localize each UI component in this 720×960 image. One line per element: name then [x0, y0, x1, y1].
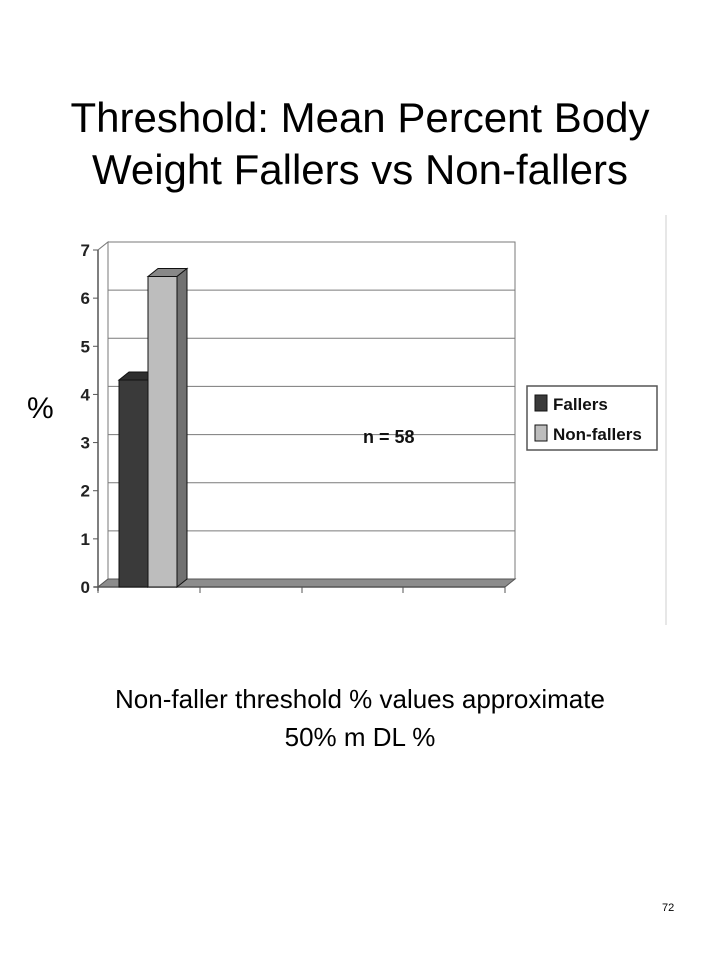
caption-line-1: Non-faller threshold % values approximat…	[115, 684, 605, 714]
bar-front	[147, 275, 178, 588]
y-tick-label: 4	[81, 385, 91, 404]
y-axis-unit-label: %	[27, 392, 54, 425]
legend-label: Fallers	[553, 395, 608, 414]
slide-caption: Non-faller threshold % values approximat…	[0, 680, 720, 756]
legend: Fallers Non-fallers	[526, 385, 658, 451]
legend-label: Non-fallers	[553, 425, 642, 444]
bar-side	[176, 267, 188, 589]
bar-front	[118, 379, 149, 588]
caption-line-2: 50% m DL %	[284, 722, 436, 752]
y-tick-label: 6	[81, 289, 90, 308]
legend-swatch	[534, 424, 548, 442]
title-line-2: Weight Fallers vs Non-fallers	[91, 146, 629, 193]
y-tick-label: 1	[81, 530, 90, 549]
chart-svg: 0 1 2 3 4 5 6 7 n = 58 Fallers Non-fallers	[81, 215, 667, 625]
title-line-1: Threshold: Mean Percent Body	[70, 94, 650, 141]
y-tick-label: 0	[81, 578, 90, 597]
y-tick-label: 7	[81, 241, 90, 260]
y-tick-label: 3	[81, 434, 90, 453]
sample-size-annotation: n = 58	[363, 427, 415, 447]
slide-title: Threshold: Mean Percent Body Weight Fall…	[0, 92, 720, 196]
y-tick-label: 2	[81, 482, 90, 501]
legend-box	[526, 385, 658, 451]
chart-side-wall	[97, 240, 109, 589]
y-tick-label: 5	[81, 337, 90, 356]
bar-chart: 0 1 2 3 4 5 6 7 n = 58 Fallers Non-fallers	[20, 215, 680, 630]
page-number: 72	[662, 902, 675, 914]
bar-non-fallers	[146, 267, 189, 589]
legend-swatch	[534, 394, 548, 412]
